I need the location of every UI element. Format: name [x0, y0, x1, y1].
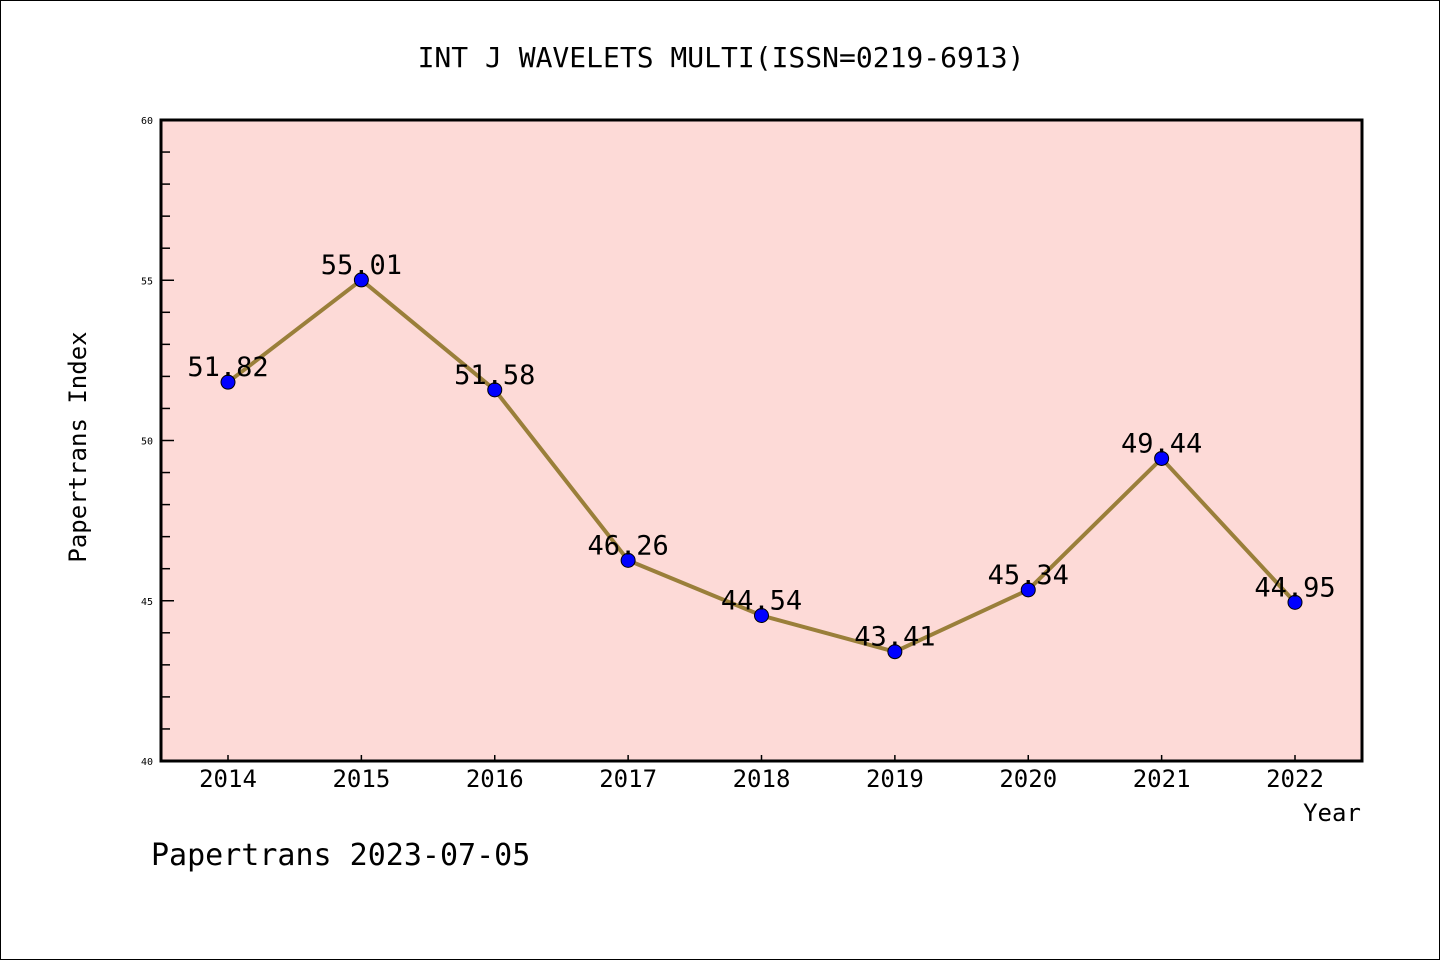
data-label: 55.01: [321, 250, 402, 281]
data-label: 44.54: [721, 585, 802, 616]
data-label: 46.26: [587, 530, 668, 561]
data-point: [887, 644, 903, 660]
data-point: [1020, 582, 1036, 598]
x-tick-label: 2021: [1133, 765, 1191, 793]
y-tick-label: 55: [141, 276, 153, 287]
data-point: [754, 607, 769, 623]
x-tick-label: 2019: [866, 765, 924, 793]
y-axis-label: Papertrans Index: [64, 331, 92, 562]
data-label: 49.44: [1121, 428, 1202, 459]
data-point: [1154, 450, 1170, 466]
x-tick-label: 2020: [999, 765, 1057, 793]
y-tick-label: 45: [141, 597, 153, 608]
plot-border: [159, 118, 1364, 763]
data-label: 51.58: [454, 360, 535, 391]
chart-title: INT J WAVELETS MULTI(ISSN=0219-6913): [418, 41, 1025, 74]
plot-area: [161, 120, 1362, 761]
x-tick-label: 2017: [599, 765, 657, 793]
x-axis-label: Year: [1303, 799, 1361, 827]
data-point: [220, 374, 236, 390]
x-tick-label: 2016: [466, 765, 524, 793]
y-tick-label: 60: [141, 116, 153, 127]
data-label: 44.95: [1254, 572, 1335, 603]
data-point: [487, 382, 503, 398]
x-tick-label: 2014: [199, 765, 257, 793]
data-point: [353, 272, 369, 288]
data-label: 45.34: [988, 560, 1069, 591]
data-point: [1287, 594, 1303, 610]
y-tick-label: 40: [141, 757, 153, 768]
y-tick-label: 50: [141, 437, 153, 448]
x-tick-label: 2015: [332, 765, 390, 793]
x-tick-label: 2022: [1266, 765, 1324, 793]
x-tick-label: 2018: [733, 765, 791, 793]
data-label: 43.41: [854, 622, 935, 653]
data-point: [620, 552, 636, 568]
data-label: 51.82: [187, 352, 268, 383]
footer-text: Papertrans 2023-07-05: [151, 838, 530, 873]
